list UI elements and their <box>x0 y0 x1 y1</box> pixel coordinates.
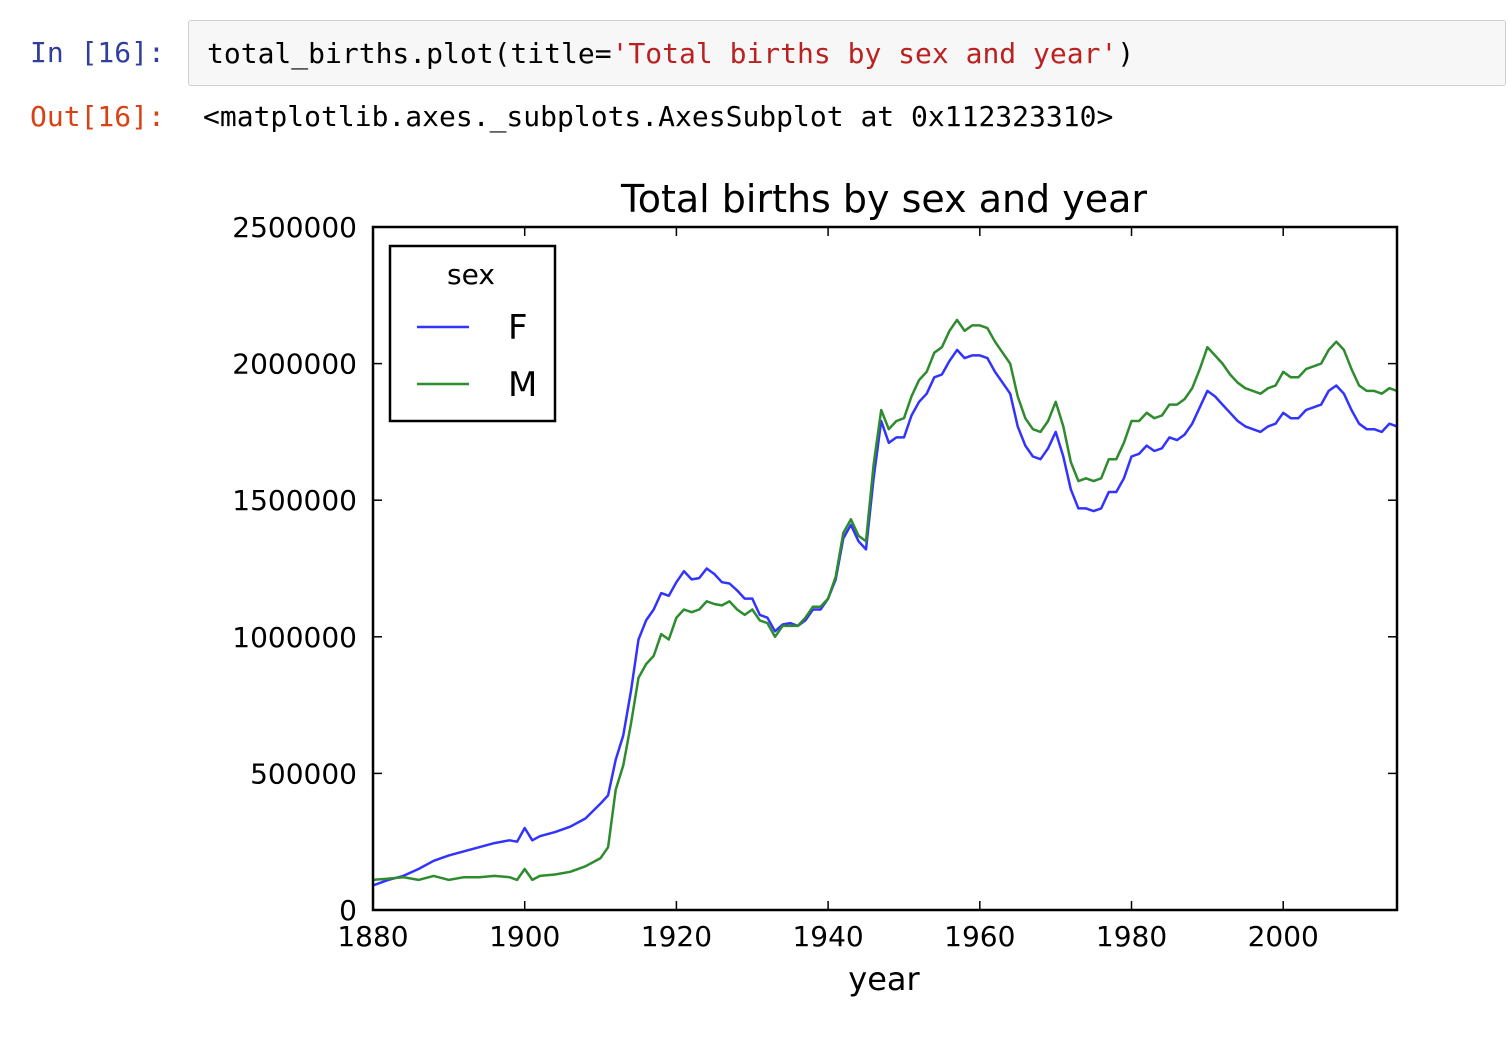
y-ticks: 0 500000 1000000 1500000 2000000 2500000 <box>232 211 1397 927</box>
legend-label-f: F <box>508 308 528 348</box>
series-line-f <box>372 348 1398 887</box>
y-tick-label: 1000000 <box>232 621 357 654</box>
x-tick-label: 1920 <box>641 920 712 953</box>
output-prompt: Out[16]: <box>30 100 165 133</box>
code-suffix: ) <box>1117 37 1135 70</box>
x-tick-label: 1940 <box>792 920 863 953</box>
x-ticks: 1880 1900 1920 1940 1960 1980 2000 <box>337 227 1319 953</box>
x-axis-label: year <box>848 960 920 998</box>
x-tick-label: 2000 <box>1248 920 1319 953</box>
x-tick-label: 1960 <box>944 920 1015 953</box>
y-tick-label: 1500000 <box>232 484 357 517</box>
legend-title: sex <box>447 258 495 291</box>
y-tick-label: 2000000 <box>232 348 357 381</box>
y-tick-label: 500000 <box>250 757 357 790</box>
legend-label-m: M <box>508 365 537 405</box>
code-line: total_births.plot(title='Total births by… <box>207 37 1134 71</box>
code-cell-input[interactable]: total_births.plot(title='Total births by… <box>188 20 1506 86</box>
y-tick-label: 0 <box>339 894 357 927</box>
x-tick-label: 1880 <box>337 920 408 953</box>
x-tick-label: 1900 <box>489 920 560 953</box>
output-repr: <matplotlib.axes._subplots.AxesSubplot a… <box>203 100 1114 133</box>
series-line-m <box>372 318 1398 882</box>
legend-box <box>388 244 557 423</box>
plot-frame <box>371 225 1399 912</box>
chart-title: Total births by sex and year <box>620 177 1147 221</box>
x-tick-label: 1980 <box>1096 920 1167 953</box>
series-layer <box>372 318 1398 887</box>
code-string-literal: 'Total births by sex and year' <box>611 37 1118 70</box>
legend: sex F M <box>388 244 557 423</box>
y-tick-label: 2500000 <box>232 211 357 244</box>
code-prefix: total_births.plot(title= <box>207 37 612 70</box>
input-prompt: In [16]: <box>30 36 165 69</box>
